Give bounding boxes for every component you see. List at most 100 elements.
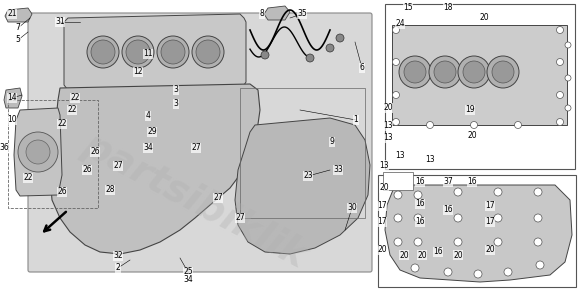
Circle shape bbox=[494, 238, 502, 246]
Circle shape bbox=[471, 122, 478, 128]
Text: 27: 27 bbox=[191, 144, 201, 153]
Circle shape bbox=[394, 214, 402, 222]
Text: 20: 20 bbox=[417, 251, 427, 260]
Text: 28: 28 bbox=[105, 186, 115, 195]
Text: 15: 15 bbox=[403, 3, 413, 12]
Circle shape bbox=[454, 214, 462, 222]
Text: 16: 16 bbox=[415, 177, 425, 186]
Text: 5: 5 bbox=[16, 35, 20, 44]
Text: 25: 25 bbox=[183, 267, 193, 276]
Text: 13: 13 bbox=[379, 160, 389, 169]
Circle shape bbox=[444, 268, 452, 276]
Text: 36: 36 bbox=[0, 144, 9, 153]
Text: 13: 13 bbox=[383, 133, 393, 142]
Text: 22: 22 bbox=[70, 93, 80, 102]
Text: 20: 20 bbox=[399, 251, 409, 260]
Text: 20: 20 bbox=[379, 184, 389, 193]
Circle shape bbox=[394, 238, 402, 246]
Circle shape bbox=[394, 191, 402, 199]
Text: 16: 16 bbox=[443, 206, 453, 215]
Circle shape bbox=[427, 122, 434, 128]
Text: 8: 8 bbox=[259, 10, 265, 19]
Circle shape bbox=[492, 61, 514, 83]
Text: 27: 27 bbox=[113, 162, 123, 171]
Polygon shape bbox=[50, 84, 260, 254]
Text: 13: 13 bbox=[395, 151, 405, 160]
Circle shape bbox=[261, 51, 269, 59]
Text: 26: 26 bbox=[57, 188, 67, 197]
Polygon shape bbox=[235, 118, 370, 254]
Circle shape bbox=[534, 214, 542, 222]
Bar bbox=[385, 4, 575, 169]
Text: 3: 3 bbox=[174, 86, 178, 95]
Circle shape bbox=[556, 92, 563, 99]
Text: 16: 16 bbox=[415, 218, 425, 226]
Text: 27: 27 bbox=[235, 213, 245, 222]
Text: 16: 16 bbox=[433, 247, 443, 256]
Circle shape bbox=[411, 264, 419, 272]
Bar bbox=[392, 25, 567, 125]
Circle shape bbox=[556, 119, 563, 126]
Text: 16: 16 bbox=[467, 177, 477, 186]
Circle shape bbox=[434, 61, 456, 83]
Circle shape bbox=[494, 188, 502, 196]
Text: 22: 22 bbox=[23, 173, 33, 182]
Circle shape bbox=[393, 92, 400, 99]
Circle shape bbox=[556, 59, 563, 66]
Text: 2: 2 bbox=[116, 264, 120, 273]
Text: 1: 1 bbox=[354, 115, 358, 124]
Polygon shape bbox=[4, 88, 22, 108]
Circle shape bbox=[393, 26, 400, 34]
Text: 29: 29 bbox=[147, 128, 157, 137]
Circle shape bbox=[534, 188, 542, 196]
Circle shape bbox=[536, 261, 544, 269]
Circle shape bbox=[393, 119, 400, 126]
Text: 23: 23 bbox=[303, 171, 313, 180]
Text: 22: 22 bbox=[57, 119, 67, 128]
Circle shape bbox=[565, 42, 571, 48]
Text: 19: 19 bbox=[465, 106, 475, 115]
Text: 34: 34 bbox=[143, 144, 153, 153]
Text: 20: 20 bbox=[485, 246, 495, 255]
Circle shape bbox=[414, 191, 422, 199]
Text: 17: 17 bbox=[485, 218, 495, 226]
Circle shape bbox=[494, 214, 502, 222]
Text: 32: 32 bbox=[113, 251, 123, 260]
Circle shape bbox=[534, 238, 542, 246]
Bar bbox=[240, 88, 365, 218]
Text: 26: 26 bbox=[82, 166, 92, 175]
Circle shape bbox=[399, 56, 431, 88]
Text: 21: 21 bbox=[8, 10, 17, 19]
Text: 30: 30 bbox=[347, 204, 357, 213]
Text: 24: 24 bbox=[395, 19, 405, 28]
Circle shape bbox=[565, 105, 571, 111]
Bar bbox=[383, 172, 413, 190]
Text: 9: 9 bbox=[329, 137, 335, 146]
Circle shape bbox=[87, 36, 119, 68]
Bar bbox=[8, 100, 98, 208]
Circle shape bbox=[474, 270, 482, 278]
Circle shape bbox=[414, 238, 422, 246]
Polygon shape bbox=[14, 108, 62, 196]
Polygon shape bbox=[385, 185, 572, 282]
Circle shape bbox=[18, 132, 58, 172]
Circle shape bbox=[454, 238, 462, 246]
Text: 11: 11 bbox=[143, 50, 153, 59]
Text: 16: 16 bbox=[415, 200, 425, 209]
Circle shape bbox=[414, 214, 422, 222]
Text: 22: 22 bbox=[67, 106, 77, 115]
Polygon shape bbox=[5, 8, 32, 22]
Circle shape bbox=[26, 140, 50, 164]
Circle shape bbox=[122, 36, 154, 68]
Circle shape bbox=[404, 61, 426, 83]
Text: 27: 27 bbox=[213, 193, 223, 202]
Circle shape bbox=[196, 40, 220, 64]
Circle shape bbox=[157, 36, 189, 68]
Circle shape bbox=[565, 75, 571, 81]
Text: 35: 35 bbox=[297, 10, 307, 19]
Bar bbox=[378, 175, 576, 287]
Text: 20: 20 bbox=[383, 104, 393, 113]
Circle shape bbox=[306, 54, 314, 62]
Circle shape bbox=[429, 56, 461, 88]
Circle shape bbox=[326, 44, 334, 52]
